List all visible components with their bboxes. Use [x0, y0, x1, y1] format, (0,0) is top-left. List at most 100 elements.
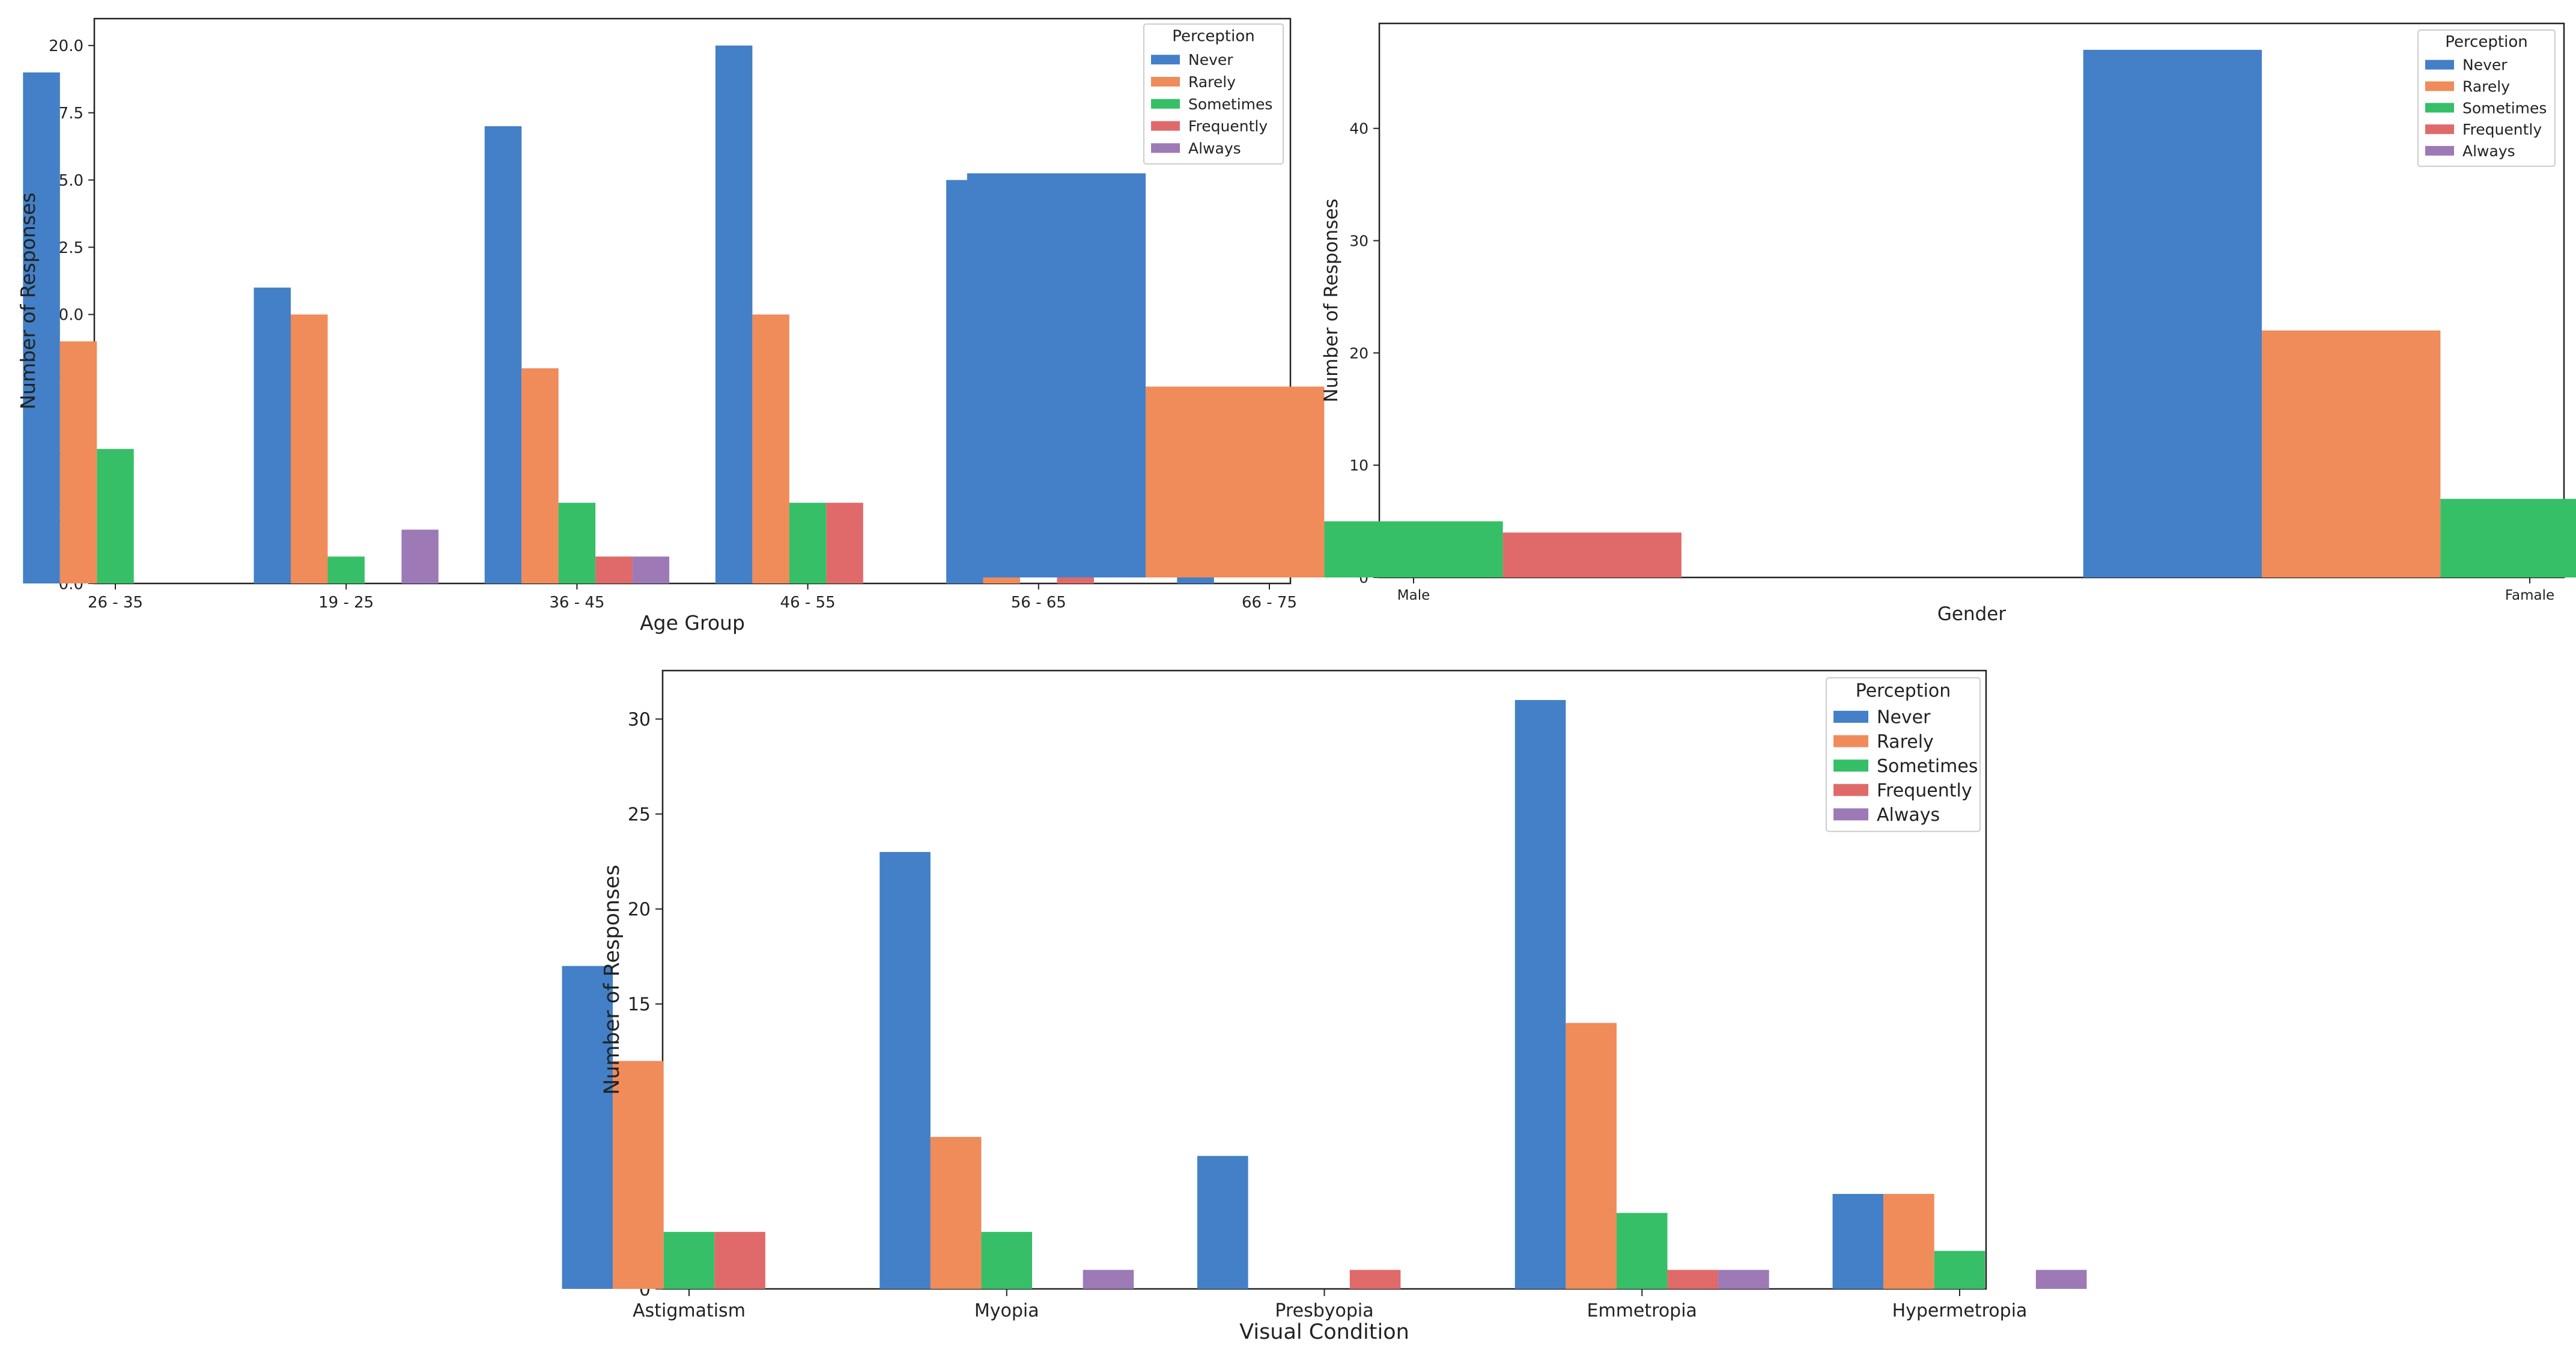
- legend-swatch-sometimes: [1151, 99, 1180, 109]
- legend-swatch-rarely: [2425, 81, 2454, 91]
- bar-frequently-male: [1502, 532, 1681, 577]
- x-tick-label-26-35: 26 - 35: [88, 594, 143, 612]
- x-tick-label-famale: Famale: [2505, 588, 2554, 603]
- legend-label-frequently: Frequently: [1877, 781, 1972, 802]
- legend-label-always: Always: [1188, 139, 1241, 157]
- bar-sometimes-astigmatism: [663, 1232, 715, 1289]
- bar-sometimes-myopia: [981, 1232, 1033, 1289]
- x-tick-label-19-25: 19 - 25: [318, 594, 374, 612]
- bar-never-male: [967, 173, 1146, 578]
- y-tick-label: 10: [1349, 457, 1368, 474]
- bar-never-36-45: [484, 126, 522, 584]
- legend-swatch-always: [1151, 143, 1180, 153]
- bar-frequently-astigmatism: [714, 1232, 765, 1289]
- bar-always-emmetropia: [1718, 1270, 1769, 1289]
- x-tick-label-hypermetropia: Hypermetropia: [1892, 1300, 2028, 1321]
- legend-title: Perception: [1856, 681, 1951, 702]
- legend-title: Perception: [2445, 33, 2527, 51]
- x-tick-label-36-45: 36 - 45: [549, 594, 604, 612]
- bar-frequently-emmetropia: [1667, 1270, 1719, 1289]
- legend-label-always: Always: [1877, 805, 1940, 826]
- x-tick-label-astigmatism: Astigmatism: [633, 1300, 746, 1321]
- legend-label-rarely: Rarely: [2462, 78, 2510, 96]
- x-tick-label-presbyopia: Presbyopia: [1275, 1300, 1373, 1321]
- legend-swatch-rarely: [1151, 77, 1180, 87]
- chart-1: 0.02.55.07.510.012.515.017.520.026 - 351…: [16, 17, 1297, 635]
- legend-label-frequently: Frequently: [1188, 118, 1268, 135]
- bar-never-hypermetropia: [1832, 1193, 1884, 1289]
- legend-label-never: Never: [1188, 51, 1233, 69]
- legend-label-sometimes: Sometimes: [1877, 756, 1978, 777]
- bar-always-19-25: [401, 529, 439, 583]
- legend-label-sometimes: Sometimes: [2462, 99, 2547, 117]
- legend: Perception Never Rarely Sometimes Frequently…: [1826, 677, 1981, 832]
- legend-label-never: Never: [2462, 56, 2508, 74]
- legend-swatch-frequently: [1833, 784, 1868, 796]
- bar-rarely-famale: [2262, 330, 2441, 577]
- legend-label-frequently: Frequently: [2462, 121, 2542, 138]
- legend-swatch-sometimes: [1833, 760, 1868, 772]
- bar-sometimes-hypermetropia: [1934, 1250, 1985, 1289]
- y-tick-label: 25: [628, 804, 651, 825]
- bar-sometimes-46-55: [789, 502, 827, 583]
- bar-rarely-46-55: [752, 314, 789, 583]
- x-tick-label-emmetropia: Emmetropia: [1587, 1300, 1697, 1321]
- bar-frequently-presbyopia: [1349, 1270, 1401, 1289]
- legend-label-rarely: Rarely: [1877, 731, 1934, 752]
- legend-swatch-rarely: [1833, 735, 1868, 747]
- y-axis-label: Number of Responses: [16, 192, 40, 409]
- bar-rarely-19-25: [290, 314, 328, 583]
- legend-label-rarely: Rarely: [1188, 73, 1236, 91]
- x-axis-label: Visual Condition: [1239, 1320, 1409, 1344]
- legend-swatch-sometimes: [2425, 103, 2454, 113]
- bar-sometimes-emmetropia: [1616, 1213, 1668, 1289]
- bar-never-46-55: [715, 45, 753, 583]
- y-tick-label: 20.0: [49, 37, 84, 55]
- x-tick-label-myopia: Myopia: [974, 1300, 1039, 1321]
- y-axis-label: Number of Responses: [1320, 198, 1342, 402]
- x-axis-label: Age Group: [640, 611, 745, 635]
- y-tick-label: 30: [1349, 233, 1368, 250]
- bar-rarely-astigmatism: [613, 1061, 664, 1289]
- bar-sometimes-19-25: [327, 556, 365, 583]
- bar-never-famale: [2083, 49, 2262, 577]
- bar-sometimes-26-35: [97, 449, 134, 583]
- bar-never-19-25: [254, 287, 291, 583]
- bar-rarely-36-45: [521, 368, 559, 583]
- bar-never-presbyopia: [1197, 1155, 1248, 1289]
- bar-sometimes-36-45: [558, 502, 596, 583]
- bar-sometimes-famale: [2440, 499, 2576, 577]
- chart-3: 051015202530AstigmatismMyopiaPresbyopiaE…: [562, 669, 2087, 1344]
- bar-rarely-hypermetropia: [1883, 1193, 1934, 1289]
- plot-frame: [661, 669, 1987, 1290]
- legend: Perception Never Rarely Sometimes Frequently…: [2417, 29, 2556, 167]
- y-tick-label: 30: [628, 709, 651, 730]
- y-tick-label: 20: [1349, 344, 1368, 362]
- bar-sometimes-male: [1324, 521, 1503, 577]
- bar-rarely-26-35: [59, 341, 97, 583]
- bar-rarely-male: [1146, 386, 1325, 577]
- legend: Perception Never Rarely Sometimes Frequently…: [1143, 23, 1284, 165]
- legend-label-never: Never: [1877, 707, 1931, 728]
- bar-frequently-46-55: [826, 502, 863, 583]
- y-tick-label: 40: [1349, 120, 1368, 138]
- bar-rarely-myopia: [930, 1137, 982, 1289]
- legend-swatch-frequently: [1151, 121, 1180, 131]
- bar-always-36-45: [632, 556, 670, 583]
- plot-frame: [1378, 22, 2565, 579]
- x-tick-label-66-75: 66 - 75: [1242, 594, 1297, 612]
- x-tick-label-46-55: 46 - 55: [780, 594, 836, 612]
- bar-always-hypermetropia: [2035, 1270, 2087, 1289]
- y-axis-label: Number of Responses: [600, 865, 624, 1095]
- x-axis-label: Gender: [1937, 603, 2006, 625]
- legend-swatch-never: [1151, 55, 1180, 65]
- y-tick-label: 15: [628, 994, 651, 1015]
- plot-frame: [93, 17, 1292, 585]
- y-tick-label: 20: [628, 900, 651, 921]
- bar-never-myopia: [879, 851, 931, 1289]
- x-tick-label-male: Male: [1397, 588, 1430, 603]
- legend-swatch-never: [1833, 710, 1868, 723]
- bar-never-26-35: [23, 72, 60, 584]
